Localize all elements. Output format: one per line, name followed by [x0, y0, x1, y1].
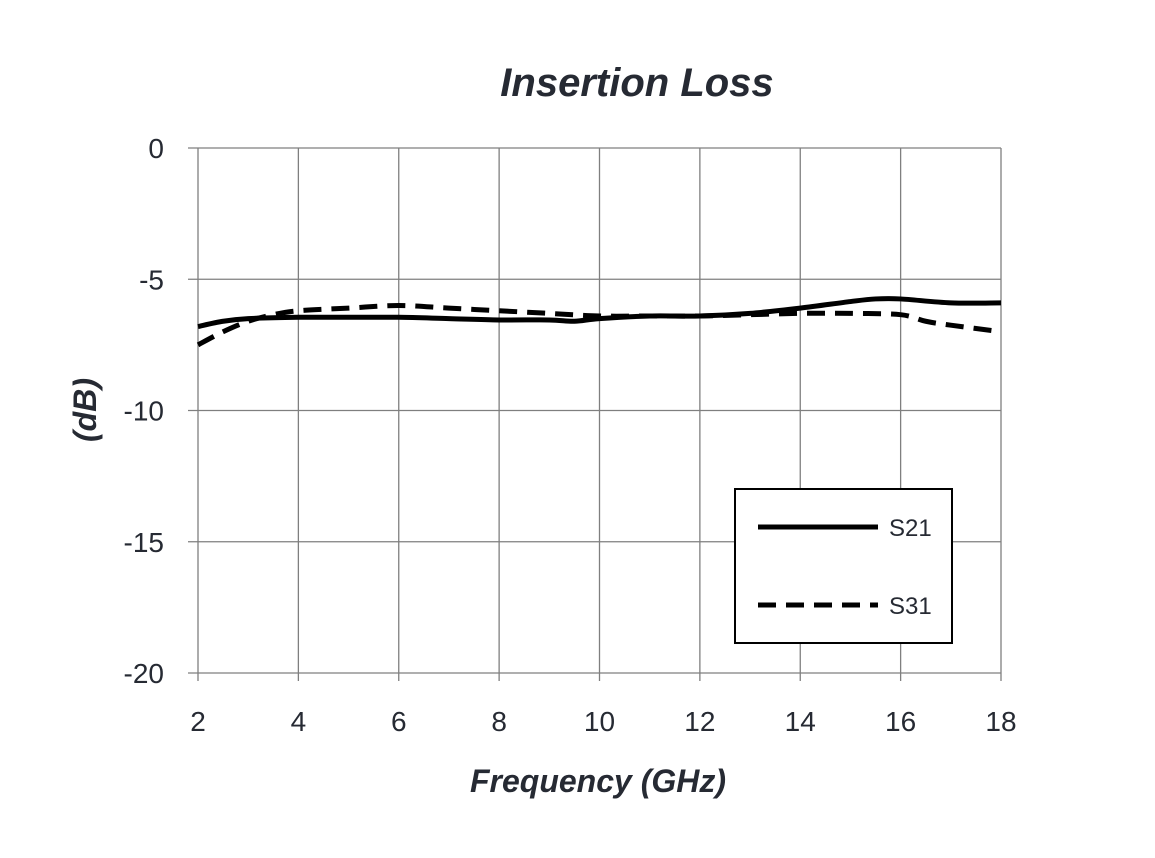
series-line-s21 — [197, 296, 1002, 329]
legend-box — [734, 488, 953, 644]
series-lines — [196, 296, 1002, 348]
x-tick-label: 14 — [785, 706, 816, 737]
x-tick-label: 18 — [985, 706, 1016, 737]
chart-title: Insertion Loss — [500, 61, 773, 105]
y-tick-label: -20 — [124, 658, 164, 689]
legend-label-s31: S31 — [889, 593, 932, 620]
y-tick-label: -15 — [124, 527, 164, 558]
x-tick-label: 8 — [491, 706, 507, 737]
series-line-s31 — [196, 303, 1002, 348]
x-tick-label: 10 — [584, 706, 615, 737]
legend-label-s21: S21 — [889, 515, 932, 542]
x-tick-label: 16 — [885, 706, 916, 737]
y-tick-label: 0 — [148, 133, 164, 164]
x-axis-title: Frequency (GHz) — [470, 763, 726, 799]
tick-labels: 2 4 6 8 10 12 14 16 18 0 -5 -10 -15 -20 — [124, 133, 1017, 737]
y-tick-label: -5 — [139, 264, 164, 295]
x-tick-label: 4 — [291, 706, 307, 737]
y-tick-label: -10 — [124, 396, 164, 427]
y-axis-title: (dB) — [67, 378, 103, 442]
legend: S21 S31 — [734, 488, 953, 644]
x-tick-label: 6 — [391, 706, 407, 737]
x-tick-label: 12 — [684, 706, 715, 737]
x-tick-label: 2 — [190, 706, 206, 737]
